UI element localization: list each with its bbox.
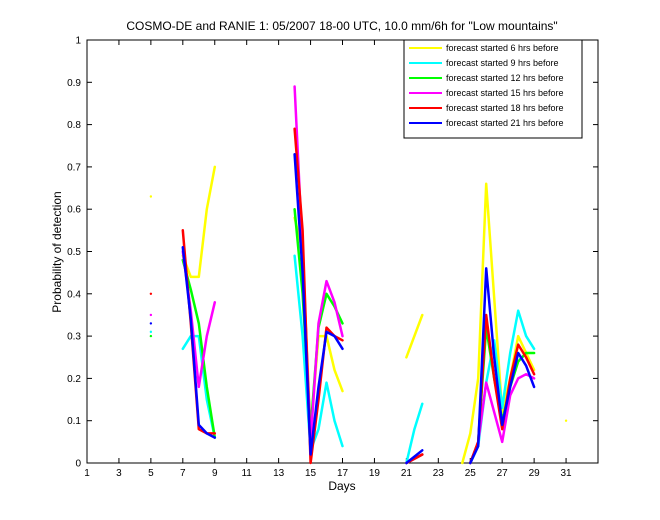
- legend-entry: forecast started 9 hrs before: [446, 58, 559, 68]
- y-tick-label: 0.7: [67, 162, 81, 173]
- y-tick-label: 0.6: [67, 205, 81, 216]
- series-line: [461, 182, 536, 465]
- series-6: [149, 152, 536, 465]
- series-line: [181, 246, 217, 439]
- series-layer: [149, 85, 568, 465]
- x-tick-label: 23: [433, 468, 445, 479]
- y-tick-label: 0.2: [67, 374, 81, 385]
- x-tick-label: 21: [401, 468, 413, 479]
- y-tick-label: 0.8: [67, 120, 81, 131]
- data-point: [149, 322, 153, 325]
- legend-entry: forecast started 12 hrs before: [446, 73, 564, 83]
- series-line: [181, 165, 217, 279]
- x-axis-label: Days: [328, 479, 355, 493]
- series-line: [405, 313, 424, 359]
- y-tick-label: 0.3: [67, 332, 81, 343]
- legend: forecast started 6 hrs before forecast st…: [403, 39, 583, 139]
- legend-entry: forecast started 6 hrs before: [446, 43, 559, 53]
- data-point: [564, 419, 568, 422]
- x-tick-label: 13: [273, 468, 285, 479]
- data-point: [149, 330, 153, 334]
- series-line: [293, 254, 344, 452]
- series-line: [405, 449, 424, 465]
- y-tick-label: 0.9: [67, 78, 81, 89]
- x-tick-label: 19: [369, 468, 381, 479]
- series-line: [405, 402, 424, 465]
- y-tick-label: 1: [75, 36, 81, 47]
- x-tick-label: 17: [337, 468, 349, 479]
- data-point: [149, 195, 153, 198]
- y-tick-label: 0.4: [67, 289, 81, 300]
- y-tick-label: 0.1: [67, 416, 81, 427]
- x-tick-label: 29: [529, 468, 541, 479]
- legend-entry: forecast started 15 hrs before: [446, 88, 564, 98]
- data-point: [149, 334, 153, 338]
- x-tick-label: 5: [148, 468, 154, 479]
- x-tick-label: 1: [84, 468, 90, 479]
- y-axis-ticks: 0 0.1 0.2 0.3 0.4 0.5 0.6 0.7 0.8 0.9 1: [67, 36, 598, 470]
- x-tick-label: 27: [497, 468, 509, 479]
- y-tick-label: 0: [75, 459, 81, 470]
- series-line: [181, 334, 217, 439]
- legend-entry: forecast started 21 hrs before: [446, 118, 564, 128]
- x-tick-label: 31: [561, 468, 573, 479]
- series-line: [469, 372, 536, 465]
- x-tick-label: 15: [305, 468, 317, 479]
- y-tick-label: 0.5: [67, 247, 81, 258]
- x-tick-label: 11: [241, 468, 252, 479]
- x-tick-label: 7: [180, 468, 186, 479]
- x-tick-label: 9: [212, 468, 218, 479]
- y-axis-label: Probability of detection: [50, 191, 64, 312]
- data-point: [149, 313, 153, 317]
- chart-title: COSMO-DE and RANIE 1: 05/2007 18-00 UTC,…: [126, 19, 557, 33]
- series-line: [469, 267, 536, 465]
- legend-box: [403, 39, 583, 139]
- x-tick-label: 3: [116, 468, 122, 479]
- x-axis-ticks: 1 3 5 7 9 11 13 15 17 19 21 23 25 27 29 31: [84, 40, 572, 479]
- legend-entry: forecast started 18 hrs before: [446, 103, 564, 113]
- x-tick-label: 25: [465, 468, 477, 479]
- data-point: [149, 292, 153, 295]
- series-line: [293, 152, 344, 456]
